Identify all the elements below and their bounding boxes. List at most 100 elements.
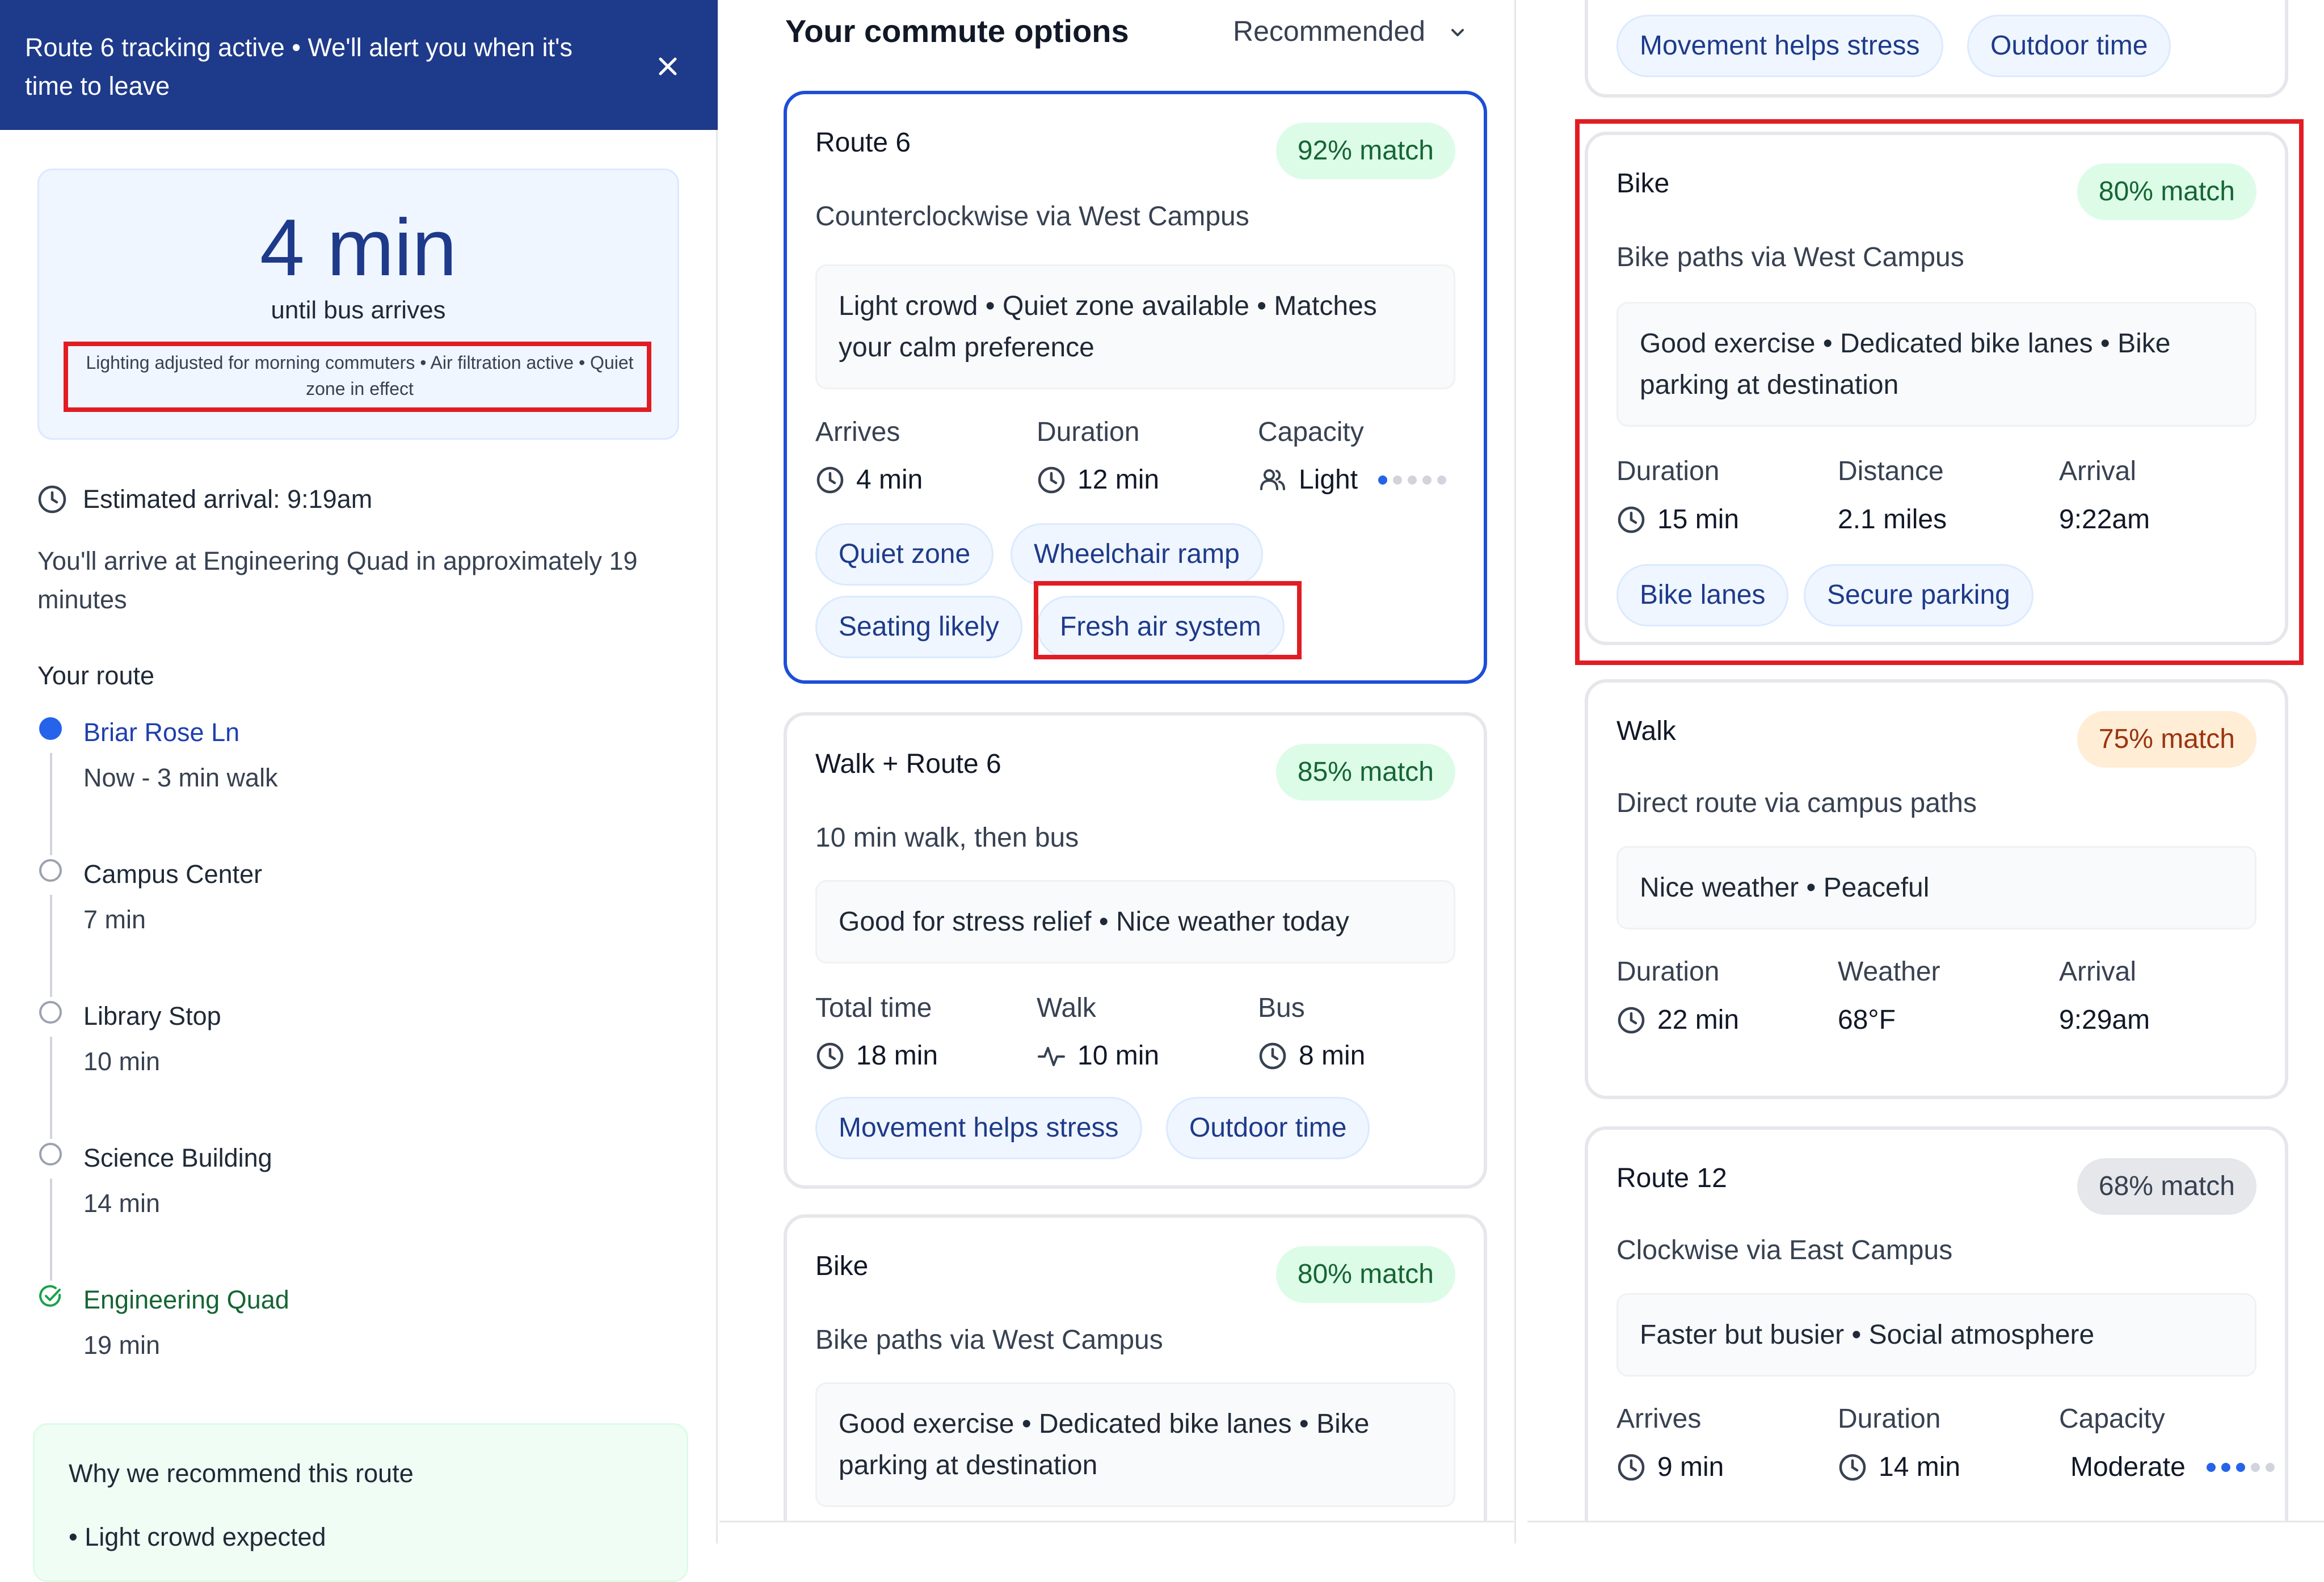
- stat-label: Duration: [1616, 957, 1720, 987]
- stat-value: 68°F: [1838, 1005, 1896, 1035]
- match-badge: 80% match: [2077, 163, 2256, 220]
- bus-eta-value: 4 min: [259, 203, 457, 293]
- bottom-nav-bar: [1527, 1521, 2324, 1543]
- stat-label: Bus: [1258, 993, 1305, 1023]
- feature-tag: Quiet zone: [815, 523, 994, 586]
- tracking-banner: Route 6 tracking active • We'll alert yo…: [0, 0, 718, 130]
- option-subtitle: Clockwise via East Campus: [1616, 1235, 1953, 1265]
- capacity-level-dots: [1378, 476, 1446, 485]
- option-title: Walk: [1616, 716, 1676, 746]
- stat-label: Arrives: [1616, 1404, 1702, 1434]
- sort-dropdown[interactable]: Recommended: [1233, 15, 1464, 48]
- stat-value: 9:22am: [2059, 504, 2150, 535]
- capacity-dot: [2251, 1463, 2260, 1472]
- route-connector: [50, 753, 52, 855]
- bus-eta-label: until bus arrives: [271, 296, 446, 324]
- stat-label: Duration: [1838, 1404, 1941, 1434]
- recommendation-reason: • Light crowd expected: [69, 1522, 326, 1551]
- bus-amenities-note: Lighting adjusted for morning commuters …: [86, 352, 634, 399]
- stat-value: Light: [1299, 465, 1358, 495]
- capacity-dot: [1408, 476, 1417, 485]
- stat-value: 12 min: [1077, 465, 1160, 495]
- stat-arrival: 9:29am: [2059, 1003, 2263, 1037]
- close-icon[interactable]: [651, 50, 684, 83]
- option-card-bike[interactable]: Bike 80% match Bike paths via West Campu…: [784, 1214, 1487, 1543]
- commute-options-list: Your commute options Recommended Route 6…: [719, 0, 1514, 1543]
- option-card-route-6[interactable]: Route 6 92% match Counterclockwise via W…: [784, 91, 1487, 684]
- capacity-dot: [2236, 1463, 2245, 1472]
- recommendation-reasons-card: Why we recommend this route • Light crow…: [33, 1423, 688, 1582]
- feature-tag: Secure parking: [1804, 564, 2034, 626]
- stat-capacity: Moderate: [2070, 1450, 2286, 1484]
- stop-marker: [39, 1000, 62, 1024]
- commute-options-list-scrolled: Movement helps stress Outdoor time Bike …: [1527, 0, 2324, 1543]
- option-card-route-12[interactable]: Route 12 68% match Clockwise via East Ca…: [1585, 1126, 2288, 1543]
- match-badge: 85% match: [1275, 744, 1455, 801]
- stat-walk: 10 min: [1037, 1039, 1247, 1073]
- option-card-bike[interactable]: Bike 80% match Bike paths via West Campu…: [1585, 132, 2288, 645]
- stat-total-time: 18 min: [815, 1039, 1025, 1073]
- stat-value: 14 min: [1879, 1452, 1961, 1482]
- stat-value: 10 min: [1077, 1041, 1160, 1071]
- stat-label: Distance: [1838, 456, 1944, 486]
- capacity-dot: [1422, 476, 1432, 485]
- feature-tag: Outdoor time: [1967, 15, 2171, 77]
- stat-label: Duration: [1037, 417, 1140, 447]
- stop-time: 14 min: [83, 1189, 161, 1218]
- stop-name[interactable]: Briar Rose Ln: [83, 718, 240, 747]
- capacity-dot: [2207, 1463, 2216, 1472]
- option-card-walk-route-6[interactable]: Walk + Route 6 85% match 10 min walk, th…: [784, 712, 1487, 1189]
- feature-tag: Outdoor time: [1166, 1097, 1370, 1159]
- clock-icon: [816, 466, 844, 494]
- stat-duration: 14 min: [1838, 1450, 2048, 1484]
- stop-time: 10 min: [83, 1047, 161, 1076]
- capacity-dot: [1378, 476, 1387, 485]
- route-stop-list: Briar Rose Ln Now - 3 min walk Campus Ce…: [34, 712, 687, 1365]
- capacity-level-dots: [2207, 1463, 2275, 1472]
- stat-value: 2.1 miles: [1838, 504, 1947, 535]
- stat-duration: 15 min: [1616, 503, 1826, 537]
- recommendation-reason-text: Light crowd expected: [85, 1522, 326, 1551]
- feature-tag: Seating likely: [815, 596, 1022, 658]
- option-note: Good exercise • Dedicated bike lanes • B…: [1616, 302, 2256, 427]
- match-badge: 75% match: [2077, 711, 2256, 768]
- bottom-nav-bar: [719, 1521, 1514, 1543]
- stat-value: 22 min: [1657, 1005, 1740, 1035]
- stat-capacity: Light: [1258, 463, 1462, 497]
- option-subtitle: 10 min walk, then bus: [815, 823, 1079, 853]
- clock-icon: [1038, 466, 1065, 494]
- route-connector: [50, 1037, 52, 1139]
- option-note: Good for stress relief • Nice weather to…: [815, 880, 1455, 963]
- stat-weather: 68°F: [1838, 1003, 2048, 1037]
- route-detail-panel: Route 6 tracking active • We'll alert yo…: [0, 0, 718, 1582]
- recommendation-title: Why we recommend this route: [69, 1459, 414, 1488]
- stop-name: Science Building: [83, 1143, 272, 1172]
- stat-label: Arrival: [2059, 456, 2137, 486]
- stop-marker: [39, 1142, 62, 1166]
- option-note: Faster but busier • Social atmosphere: [1616, 1293, 2256, 1377]
- stat-label: Duration: [1616, 456, 1720, 486]
- option-card-walk[interactable]: Walk 75% match Direct route via campus p…: [1585, 679, 2288, 1099]
- people-icon: [1260, 469, 1285, 490]
- option-note: Good exercise • Dedicated bike lanes • B…: [815, 1382, 1455, 1507]
- stat-value: 9 min: [1657, 1452, 1724, 1482]
- activity-icon: [1038, 1047, 1065, 1066]
- match-badge: 68% match: [2077, 1158, 2256, 1215]
- stat-label: Arrives: [815, 417, 900, 447]
- options-title: Your commute options: [785, 13, 1129, 49]
- stat-duration: 12 min: [1037, 463, 1247, 497]
- stat-value: 9:29am: [2059, 1005, 2150, 1035]
- stat-duration: 22 min: [1616, 1003, 1826, 1037]
- match-badge: 92% match: [1275, 123, 1455, 179]
- tracking-banner-text: Route 6 tracking active • We'll alert yo…: [25, 33, 573, 100]
- stop-name: Library Stop: [83, 1002, 221, 1030]
- stat-label: Arrival: [2059, 957, 2137, 987]
- feature-tag: Wheelchair ramp: [1011, 523, 1263, 586]
- stop-time: 19 min: [83, 1331, 161, 1360]
- stat-arrives: 9 min: [1616, 1450, 1826, 1484]
- option-card-walk-route-6-tail[interactable]: Movement helps stress Outdoor time: [1585, 0, 2288, 98]
- stop-name: Campus Center: [83, 860, 263, 889]
- stat-distance: 2.1 miles: [1838, 503, 2048, 537]
- feature-tag: Fresh air system: [1037, 596, 1285, 658]
- stop-marker: [39, 859, 62, 882]
